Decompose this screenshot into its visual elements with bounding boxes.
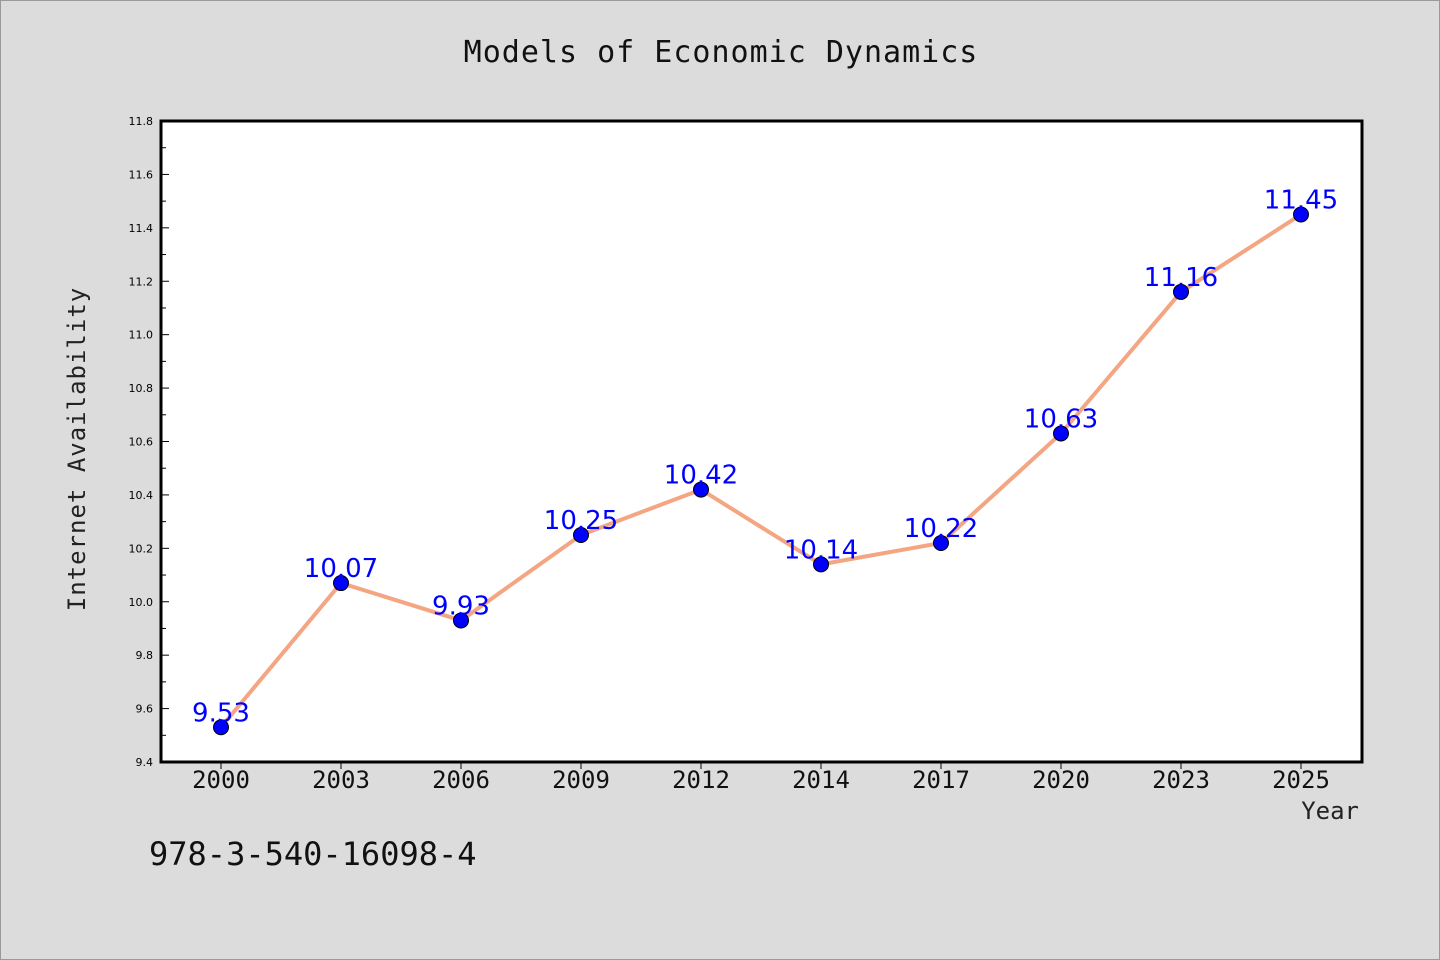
data-point xyxy=(453,612,469,629)
data-point xyxy=(813,556,829,573)
data-label: 10.25 xyxy=(544,506,618,536)
data-point xyxy=(1173,283,1189,300)
y-tick-label: 11.0 xyxy=(129,329,154,342)
data-point xyxy=(213,719,229,736)
y-tick-label: 10.6 xyxy=(129,436,154,449)
series-line xyxy=(219,212,1303,730)
y-tick-label: 10.8 xyxy=(129,382,154,395)
chart-title: Models of Economic Dynamics xyxy=(463,35,979,70)
data-label: 9.93 xyxy=(432,591,490,621)
x-tick-label: 2000 xyxy=(192,766,250,794)
y-tick-label: 11.2 xyxy=(129,275,154,288)
y-tick-label: 10.2 xyxy=(129,542,154,555)
plot-area xyxy=(159,119,1364,764)
data-point xyxy=(933,534,949,551)
x-axis: 2000 2003 2006 2009 2012 2014 2017 2020 2023 2025 xyxy=(192,762,1330,794)
x-tick-label: 2003 xyxy=(312,766,370,794)
y-tick-label: 11.6 xyxy=(129,168,154,181)
data-point xyxy=(573,526,589,543)
y-tick-label: 11.8 xyxy=(129,115,154,128)
x-tick-label: 2025 xyxy=(1272,766,1330,794)
data-point xyxy=(333,575,349,592)
x-tick-label: 2012 xyxy=(672,766,730,794)
data-label: 9.53 xyxy=(192,698,250,728)
data-point xyxy=(1053,425,1069,442)
data-label: 10.14 xyxy=(784,535,858,565)
data-label: 10.63 xyxy=(1024,404,1098,434)
y-tick-label: 9.6 xyxy=(136,703,154,716)
y-tick-label: 11.4 xyxy=(129,222,154,235)
series: 9.53 10.07 9.93 10.25 10.42 10.14 10.22 10.63 11… xyxy=(192,185,1338,736)
data-label: 11.16 xyxy=(1144,263,1218,293)
x-tick-label: 2020 xyxy=(1032,766,1090,794)
data-point xyxy=(693,481,709,498)
x-tick-label: 2006 xyxy=(432,766,490,794)
data-label: 10.42 xyxy=(664,461,738,491)
y-tick-label: 10.4 xyxy=(129,489,154,502)
plot-background xyxy=(161,121,1362,762)
x-tick-label: 2017 xyxy=(912,766,970,794)
x-tick-label: 2009 xyxy=(552,766,610,794)
x-tick-label: 2014 xyxy=(792,766,850,794)
x-tick-label: 2023 xyxy=(1152,766,1210,794)
y-tick-label: 9.8 xyxy=(136,649,154,662)
y-tick-label: 10.0 xyxy=(129,596,154,609)
data-point xyxy=(1293,206,1309,223)
data-label: 10.07 xyxy=(304,554,378,584)
y-tick-label: 9.4 xyxy=(136,756,154,769)
x-axis-label: Year xyxy=(1301,797,1359,825)
footer-code: 978-3-540-16098-4 xyxy=(149,835,477,873)
y-axis: 9.4 9.6 9.8 10.0 10.2 10.4 10.6 10.8 11.0 11.2 11.… xyxy=(129,115,169,769)
data-label: 10.22 xyxy=(904,514,978,544)
data-label: 11.45 xyxy=(1264,185,1338,215)
